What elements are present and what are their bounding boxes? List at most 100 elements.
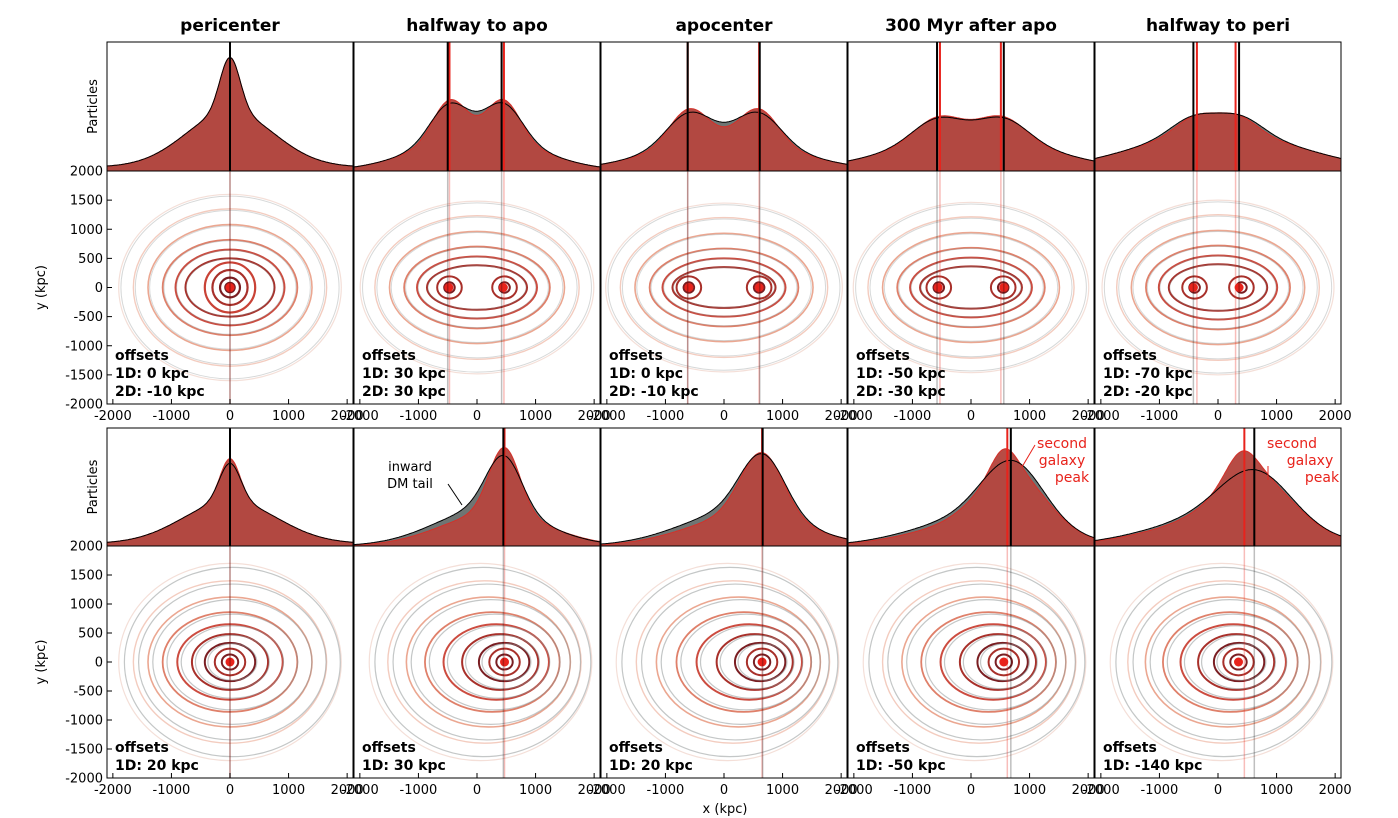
contour-dm xyxy=(390,232,564,343)
contour xyxy=(1101,199,1335,376)
x-tick-label: -2000 xyxy=(1082,783,1120,798)
galaxy-peak-dot xyxy=(999,657,1009,667)
contour-dm xyxy=(1146,245,1290,330)
x-tick-label: 2000 xyxy=(331,783,364,798)
x-tick-label: -1000 xyxy=(1141,409,1179,424)
contour xyxy=(881,231,1061,344)
offsets-heading: offsets xyxy=(609,348,663,364)
contour-dm xyxy=(464,634,541,690)
column-title: pericenter xyxy=(180,16,280,36)
hist-fill-galaxies xyxy=(1095,450,1341,546)
contour xyxy=(491,275,518,300)
x-tick-label: 0 xyxy=(1214,409,1222,424)
offsets-heading: offsets xyxy=(115,740,169,756)
contour-dm xyxy=(417,256,537,319)
contour xyxy=(605,202,843,373)
contour-dm xyxy=(979,643,1031,681)
column-title: halfway to peri xyxy=(1146,16,1290,36)
column-title: apocenter xyxy=(675,16,773,36)
galaxy-peak-dot xyxy=(933,283,943,292)
contour xyxy=(682,281,696,294)
hist-line-dm xyxy=(353,454,601,546)
hist-line-galaxies xyxy=(847,448,1095,544)
contour xyxy=(1212,641,1266,683)
second-peak-annotation: galaxy xyxy=(1039,453,1086,469)
second-peak-pointer xyxy=(1021,444,1036,468)
x-tick-label: -1000 xyxy=(400,409,438,424)
contour-dm xyxy=(120,195,340,380)
hist-fill-galaxies xyxy=(354,99,600,171)
contour-dm xyxy=(185,258,275,317)
x-tick-label: -2000 xyxy=(341,783,379,798)
contour xyxy=(374,215,580,360)
galaxy-peak-dot xyxy=(1234,283,1244,292)
x-tick-label: -2000 xyxy=(94,783,132,798)
x-tick-label: 1000 xyxy=(766,409,799,424)
x-tick-label: 1000 xyxy=(1260,783,1293,798)
y-tick-label: -2000 xyxy=(65,772,103,787)
contour-dm xyxy=(680,613,813,711)
x-tick-label: 0 xyxy=(967,783,975,798)
x-tick-label: -1000 xyxy=(153,783,191,798)
y-tick-label: -500 xyxy=(73,310,103,325)
contour-dm xyxy=(362,202,592,373)
contour xyxy=(994,653,1013,671)
second-peak-annotation: second xyxy=(1267,436,1317,452)
offset-1d: 1D: 20 kpc xyxy=(115,758,199,774)
contour xyxy=(619,216,829,359)
contour-dm xyxy=(924,613,1057,711)
x-tick-label: 2000 xyxy=(578,409,611,424)
galaxy-peak-dot xyxy=(500,657,510,667)
x-tick-label: -2000 xyxy=(588,409,626,424)
x-tick-label: 0 xyxy=(473,783,481,798)
contour xyxy=(174,248,286,327)
offsets-heading: offsets xyxy=(1103,740,1157,756)
contour xyxy=(203,641,257,683)
contour-dm xyxy=(621,566,839,758)
contour-layer xyxy=(118,193,1335,762)
contour-dm xyxy=(868,566,1086,758)
offsets-heading: offsets xyxy=(362,740,416,756)
galaxy-peak-dot xyxy=(225,657,235,667)
offset-1d: 1D: 30 kpc xyxy=(362,758,446,774)
contour xyxy=(1130,229,1306,346)
contour-dm xyxy=(374,566,592,758)
y-tick-label: 0 xyxy=(95,281,103,296)
contour-dm xyxy=(1159,255,1277,320)
contour xyxy=(368,562,593,762)
x-tick-label: 1000 xyxy=(519,783,552,798)
contour-dm xyxy=(910,257,1032,318)
contour-dm xyxy=(920,266,1022,309)
x-tick-label: 0 xyxy=(720,783,728,798)
offset-2d: 2D: -20 kpc xyxy=(1103,384,1193,400)
contour xyxy=(1109,562,1334,762)
contour-dm xyxy=(855,203,1087,372)
contour-dm xyxy=(887,583,1076,741)
second-peak-annotation: peak xyxy=(1055,470,1090,486)
contour-dm xyxy=(194,634,270,690)
contour xyxy=(1181,275,1208,300)
y-tick-label: 500 xyxy=(78,627,103,642)
second-peak-annotation: second xyxy=(1037,436,1087,452)
contour-dm xyxy=(719,634,795,690)
peak-lines xyxy=(229,42,1256,778)
hist-line-galaxies xyxy=(600,451,848,546)
x-tick-label: 2000 xyxy=(1319,783,1352,798)
y-axis-label: y (kpc) xyxy=(34,640,49,685)
hist-line-dm xyxy=(600,453,848,545)
x-tick-label: -1000 xyxy=(894,409,932,424)
x-tick-label: -1000 xyxy=(153,409,191,424)
contour-dm xyxy=(1115,566,1333,758)
offsets-heading: offsets xyxy=(856,348,910,364)
x-tick-label: -2000 xyxy=(835,409,873,424)
contour xyxy=(161,238,299,337)
contour xyxy=(443,281,456,294)
contour xyxy=(852,201,1090,374)
offset-1d: 1D: -70 kpc xyxy=(1103,366,1193,382)
contour xyxy=(909,256,1033,319)
y-tick-label: 1000 xyxy=(70,223,103,238)
contour-dm xyxy=(1149,599,1310,725)
contour xyxy=(118,193,342,382)
y-tick-label: 1500 xyxy=(70,569,103,584)
